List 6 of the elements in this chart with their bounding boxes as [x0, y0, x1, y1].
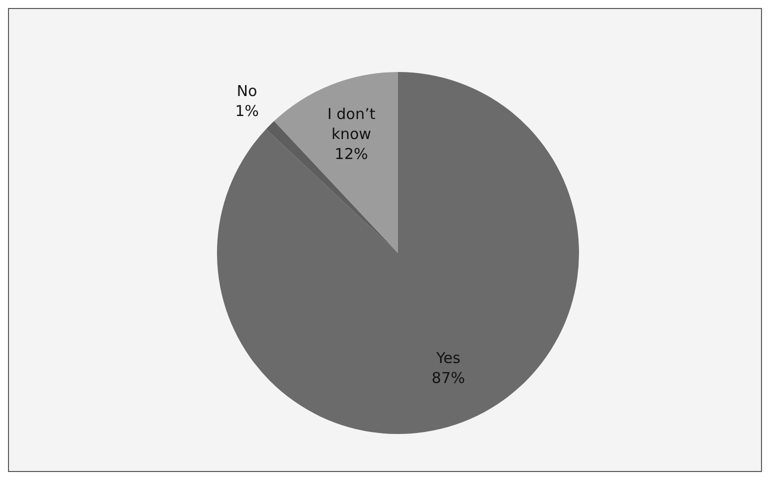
slice-label: No [236, 82, 258, 100]
data-label: 12% [334, 145, 368, 164]
data-label: 87% [432, 369, 465, 388]
data-label: 1% [235, 102, 259, 120]
slice-label: I don’t know [327, 105, 376, 144]
slice-label: Yes [435, 349, 461, 368]
